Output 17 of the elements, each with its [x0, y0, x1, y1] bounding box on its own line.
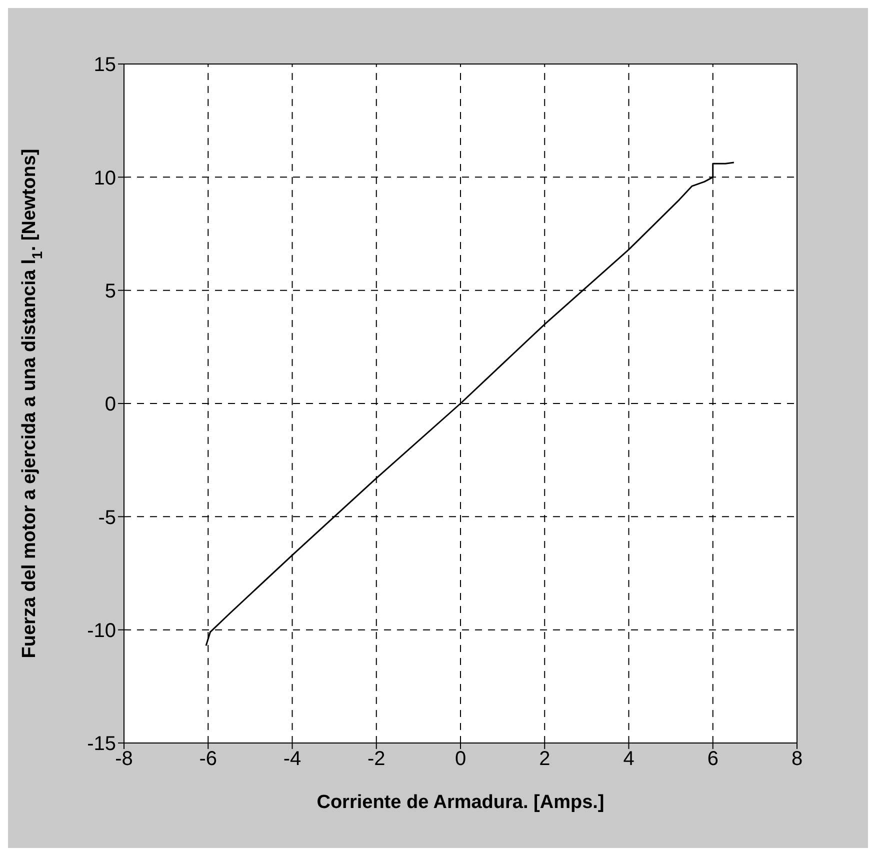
x-tick-label: -6	[199, 748, 218, 770]
x-tick-label: -8	[115, 748, 133, 770]
x-tick-label: -2	[367, 748, 386, 770]
y-tick-label: 15	[94, 54, 116, 76]
y-tick-label: 5	[104, 280, 116, 302]
y-tick-label: 10	[94, 167, 116, 190]
y-tick-label: 0	[104, 394, 116, 416]
y-tick-label: -15	[87, 733, 116, 756]
x-tick-label: 8	[791, 748, 803, 770]
x-tick-label: -4	[283, 748, 302, 770]
x-tick-label: 6	[707, 748, 718, 770]
x-axis-title: Corriente de Armadura. [Amps.]	[316, 792, 604, 813]
x-tick-label: 2	[539, 748, 550, 770]
y-tick-label: -5	[98, 506, 116, 529]
x-tick-label: 4	[623, 748, 634, 770]
x-tick-label: 0	[454, 748, 466, 770]
y-tick-label: -10	[87, 620, 116, 642]
